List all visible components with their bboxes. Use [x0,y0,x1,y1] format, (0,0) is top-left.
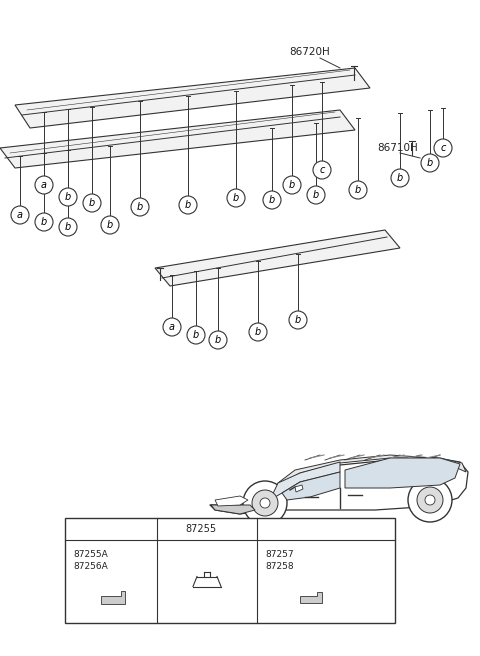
Text: b: b [65,192,71,202]
Polygon shape [0,110,355,168]
Text: b: b [233,193,239,203]
Polygon shape [211,505,255,514]
Polygon shape [282,472,340,500]
Circle shape [160,522,174,536]
Text: b: b [289,180,295,190]
Text: c: c [319,165,324,175]
Circle shape [349,181,367,199]
Text: a: a [41,180,47,190]
Polygon shape [300,592,322,603]
Polygon shape [270,462,340,500]
Text: b: b [255,327,261,337]
Circle shape [243,481,287,525]
Text: b: b [185,200,191,210]
Text: b: b [355,185,361,195]
Circle shape [425,495,435,505]
Text: b: b [193,330,199,340]
Text: c: c [440,143,446,153]
Polygon shape [155,230,400,286]
Circle shape [131,198,149,216]
Polygon shape [210,458,468,514]
Text: b: b [41,217,47,227]
Circle shape [187,326,205,344]
Text: c: c [264,525,269,533]
Circle shape [289,311,307,329]
Text: a: a [17,210,23,220]
Circle shape [283,176,301,194]
Circle shape [417,487,443,513]
Circle shape [68,522,82,536]
Text: 86710H: 86710H [378,143,419,153]
Text: b: b [427,158,433,168]
Bar [65,518,395,623]
Circle shape [408,478,452,522]
Text: b: b [313,190,319,200]
Text: b: b [107,220,113,230]
Text: 87255A
87256A: 87255A 87256A [73,550,108,571]
Text: b: b [89,198,95,208]
Circle shape [260,522,274,536]
Circle shape [179,196,197,214]
Circle shape [313,161,331,179]
Polygon shape [101,591,125,604]
Circle shape [83,194,101,212]
Text: a: a [72,525,78,533]
Polygon shape [295,485,303,492]
Circle shape [263,191,281,209]
Polygon shape [270,455,466,500]
Text: a: a [169,322,175,332]
Text: 87255: 87255 [185,524,216,534]
Text: b: b [269,195,275,205]
Circle shape [227,189,245,207]
Polygon shape [15,68,370,128]
Circle shape [307,186,325,204]
Circle shape [59,218,77,236]
Circle shape [101,216,119,234]
Circle shape [35,176,53,194]
Polygon shape [345,458,460,488]
Circle shape [163,318,181,336]
Text: b: b [164,525,170,533]
Text: b: b [137,202,143,212]
Circle shape [249,323,267,341]
Circle shape [252,490,278,516]
Circle shape [391,169,409,187]
Text: b: b [397,173,403,183]
Circle shape [434,139,452,157]
Text: b: b [295,315,301,325]
Polygon shape [215,496,248,506]
Text: 86720H: 86720H [289,47,330,57]
Circle shape [35,213,53,231]
Circle shape [59,188,77,206]
Circle shape [421,154,439,172]
Text: b: b [215,335,221,345]
Text: b: b [65,222,71,232]
Circle shape [209,331,227,349]
Circle shape [260,498,270,508]
Text: 87257
87258: 87257 87258 [265,550,294,571]
Circle shape [11,206,29,224]
